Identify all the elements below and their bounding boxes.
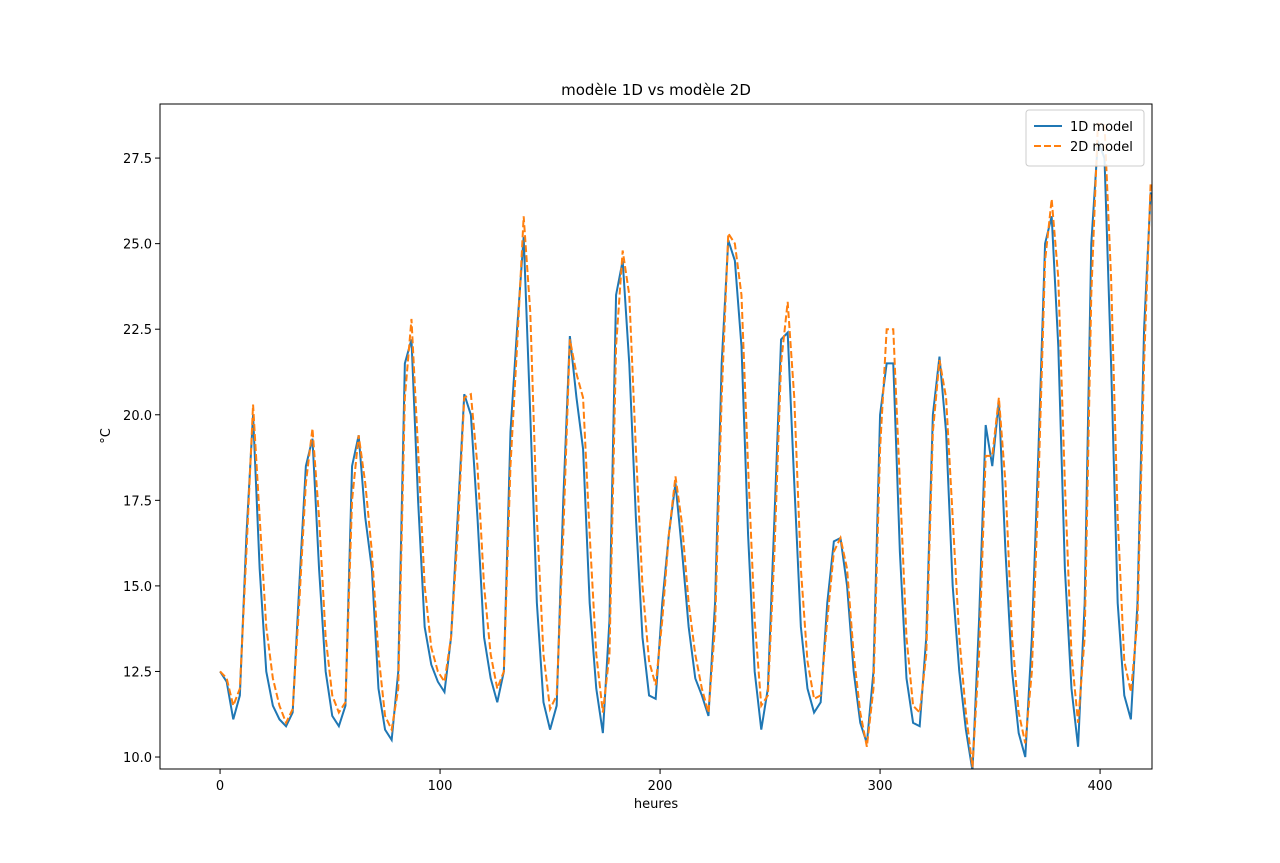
legend-label: 1D model <box>1070 120 1133 135</box>
y-tick-label: 25.0 <box>123 238 152 253</box>
legend-label: 2D model <box>1070 140 1133 155</box>
x-axis-label: heures <box>634 797 679 812</box>
y-tick-label: 12.5 <box>123 665 152 680</box>
y-tick-label: 20.0 <box>123 409 152 424</box>
x-tick-label: 200 <box>648 779 673 794</box>
x-tick-label: 400 <box>1088 779 1113 794</box>
axes-frame <box>159 103 1153 770</box>
y-tick-label: 15.0 <box>123 580 152 595</box>
y-tick-label: 10.0 <box>123 751 152 766</box>
x-tick-label: 0 <box>216 779 224 794</box>
data-line <box>219 140 1152 769</box>
y-axis-label: °C <box>99 428 114 444</box>
y-tick-label: 22.5 <box>123 323 152 338</box>
y-tick-label: 27.5 <box>123 152 152 167</box>
legend-box <box>1025 109 1145 167</box>
x-tick-label: 100 <box>428 779 453 794</box>
x-tick-label: 300 <box>868 779 893 794</box>
plot-area <box>219 122 1152 769</box>
y-tick-label: 17.5 <box>123 494 152 509</box>
chart-title: modèle 1D vs modèle 2D <box>561 81 751 99</box>
data-line <box>219 122 1152 768</box>
